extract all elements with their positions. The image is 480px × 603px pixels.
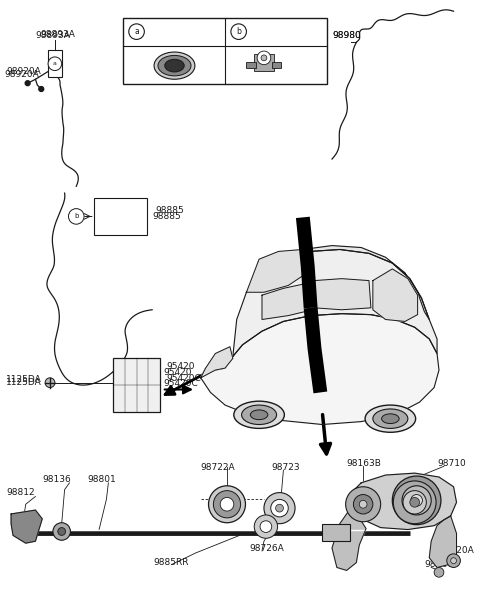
Text: 98893A: 98893A bbox=[36, 31, 70, 40]
Text: 98920A: 98920A bbox=[4, 70, 39, 79]
Ellipse shape bbox=[251, 410, 268, 420]
Circle shape bbox=[58, 528, 66, 535]
Text: 98980: 98980 bbox=[332, 31, 361, 40]
Ellipse shape bbox=[165, 59, 184, 72]
Text: 98120A: 98120A bbox=[439, 546, 474, 555]
Circle shape bbox=[403, 491, 426, 514]
Polygon shape bbox=[351, 473, 456, 529]
Text: 98885: 98885 bbox=[152, 212, 181, 221]
Circle shape bbox=[451, 558, 456, 564]
Circle shape bbox=[393, 481, 436, 523]
Circle shape bbox=[276, 504, 283, 512]
Polygon shape bbox=[314, 279, 371, 310]
Circle shape bbox=[45, 378, 55, 388]
Polygon shape bbox=[201, 347, 233, 378]
Circle shape bbox=[25, 81, 30, 86]
Text: a: a bbox=[53, 62, 57, 66]
Text: 98717: 98717 bbox=[424, 560, 453, 569]
Text: 95420: 95420 bbox=[167, 362, 195, 371]
Circle shape bbox=[254, 515, 277, 538]
Bar bbox=[254, 54, 274, 72]
Circle shape bbox=[231, 24, 246, 39]
Text: 98801: 98801 bbox=[87, 475, 116, 484]
Ellipse shape bbox=[220, 497, 234, 511]
Circle shape bbox=[69, 209, 84, 224]
Text: 98940C: 98940C bbox=[148, 27, 183, 36]
Ellipse shape bbox=[382, 414, 399, 423]
Circle shape bbox=[257, 51, 271, 65]
Text: 98722A: 98722A bbox=[201, 463, 235, 472]
Circle shape bbox=[48, 57, 62, 71]
Polygon shape bbox=[246, 250, 303, 292]
Circle shape bbox=[264, 493, 295, 523]
Bar bbox=[246, 62, 256, 68]
Circle shape bbox=[271, 499, 288, 517]
Text: 98163B: 98163B bbox=[347, 459, 382, 468]
Text: 98812: 98812 bbox=[6, 488, 35, 497]
Text: 98723: 98723 bbox=[272, 463, 300, 472]
Ellipse shape bbox=[373, 409, 408, 428]
Bar bbox=[123, 18, 327, 84]
Polygon shape bbox=[262, 283, 312, 320]
Text: 1125DA: 1125DA bbox=[6, 378, 42, 387]
Polygon shape bbox=[233, 250, 437, 356]
Text: 95420C: 95420C bbox=[167, 374, 202, 384]
Text: 9885RR: 9885RR bbox=[154, 558, 189, 567]
Text: b: b bbox=[236, 27, 241, 36]
Circle shape bbox=[392, 476, 441, 525]
Bar bbox=[322, 523, 349, 541]
Text: a: a bbox=[134, 27, 139, 36]
Circle shape bbox=[260, 521, 272, 532]
Bar bbox=[272, 62, 281, 68]
Text: 98920A: 98920A bbox=[6, 67, 41, 76]
Polygon shape bbox=[201, 314, 439, 425]
Circle shape bbox=[410, 497, 420, 507]
Ellipse shape bbox=[365, 405, 416, 432]
Ellipse shape bbox=[208, 486, 245, 523]
Text: 95420: 95420 bbox=[164, 367, 192, 376]
Polygon shape bbox=[332, 504, 366, 570]
Circle shape bbox=[129, 24, 144, 39]
Circle shape bbox=[353, 494, 373, 514]
Text: 98710: 98710 bbox=[437, 459, 466, 468]
Text: 81199: 81199 bbox=[251, 27, 279, 36]
Circle shape bbox=[411, 494, 422, 506]
Bar bbox=[48, 50, 62, 77]
Circle shape bbox=[434, 567, 444, 577]
Polygon shape bbox=[246, 245, 429, 320]
Text: 95420C: 95420C bbox=[164, 379, 199, 388]
Bar bbox=[94, 198, 147, 235]
Polygon shape bbox=[11, 510, 42, 543]
Bar bbox=[113, 358, 160, 412]
Text: 98893A: 98893A bbox=[40, 30, 75, 39]
Polygon shape bbox=[429, 516, 456, 567]
Ellipse shape bbox=[234, 401, 284, 428]
Text: b: b bbox=[74, 213, 78, 219]
Circle shape bbox=[53, 523, 71, 540]
Circle shape bbox=[359, 500, 367, 508]
Text: 98136: 98136 bbox=[42, 475, 71, 484]
Polygon shape bbox=[373, 269, 418, 321]
Ellipse shape bbox=[158, 55, 191, 76]
Circle shape bbox=[261, 55, 267, 61]
Ellipse shape bbox=[214, 491, 240, 518]
Text: 98980: 98980 bbox=[332, 31, 361, 40]
Text: 1125DA: 1125DA bbox=[6, 375, 42, 384]
Circle shape bbox=[402, 486, 431, 515]
Circle shape bbox=[39, 87, 44, 92]
Ellipse shape bbox=[154, 52, 195, 79]
Circle shape bbox=[346, 487, 381, 522]
Text: 98726A: 98726A bbox=[250, 543, 284, 552]
Text: 98885: 98885 bbox=[155, 206, 184, 215]
Circle shape bbox=[447, 554, 460, 567]
Ellipse shape bbox=[241, 405, 276, 425]
